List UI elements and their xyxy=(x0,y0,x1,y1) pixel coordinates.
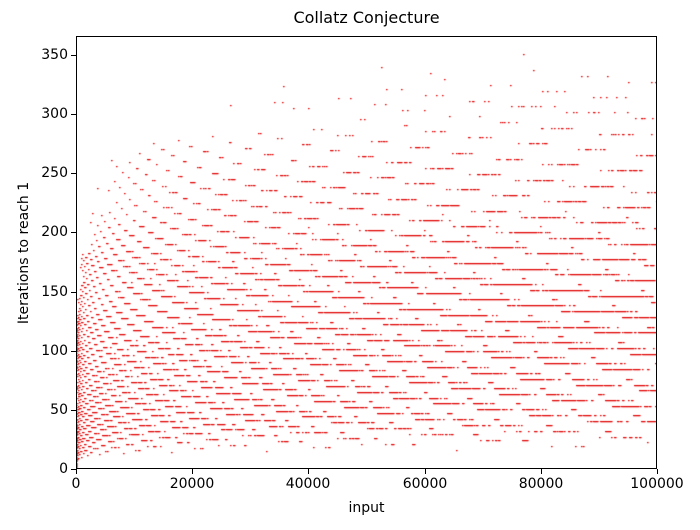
x-tick-label: 20000 xyxy=(169,476,215,492)
x-tick-label: 0 xyxy=(71,476,81,492)
y-tick xyxy=(71,410,76,411)
chart-title: Collatz Conjecture xyxy=(293,8,440,27)
y-tick xyxy=(71,351,76,352)
y-tick xyxy=(71,469,76,470)
x-tick xyxy=(192,469,193,474)
scatter-plot-area xyxy=(76,36,657,469)
y-axis-label: Iterations to reach 1 xyxy=(16,181,32,325)
x-tick xyxy=(76,469,77,474)
y-tick-label: 250 xyxy=(41,165,68,181)
x-tick xyxy=(308,469,309,474)
y-tick-label: 350 xyxy=(41,47,68,63)
y-tick-label: 200 xyxy=(41,224,68,240)
y-tick-label: 0 xyxy=(59,461,68,477)
plot-frame xyxy=(76,36,657,469)
x-tick-label: 40000 xyxy=(285,476,331,492)
y-tick xyxy=(71,55,76,56)
y-tick-label: 300 xyxy=(41,106,68,122)
x-tick-label: 60000 xyxy=(402,476,448,492)
x-tick xyxy=(657,469,658,474)
y-tick xyxy=(71,292,76,293)
y-tick-label: 50 xyxy=(50,402,68,418)
x-tick xyxy=(425,469,426,474)
x-tick-label: 100000 xyxy=(630,476,684,492)
x-tick xyxy=(541,469,542,474)
y-tick xyxy=(71,173,76,174)
y-tick-label: 100 xyxy=(41,343,68,359)
x-axis-label: input xyxy=(348,500,385,516)
y-tick-label: 150 xyxy=(41,284,68,300)
y-tick xyxy=(71,232,76,233)
y-tick xyxy=(71,114,76,115)
x-tick-label: 80000 xyxy=(518,476,564,492)
